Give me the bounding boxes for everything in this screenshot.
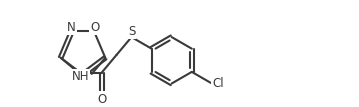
Text: Cl: Cl bbox=[213, 77, 224, 90]
Text: N: N bbox=[67, 21, 75, 34]
Text: NH: NH bbox=[72, 70, 89, 83]
Text: O: O bbox=[97, 93, 106, 106]
Text: O: O bbox=[90, 21, 99, 34]
Text: S: S bbox=[128, 25, 135, 38]
